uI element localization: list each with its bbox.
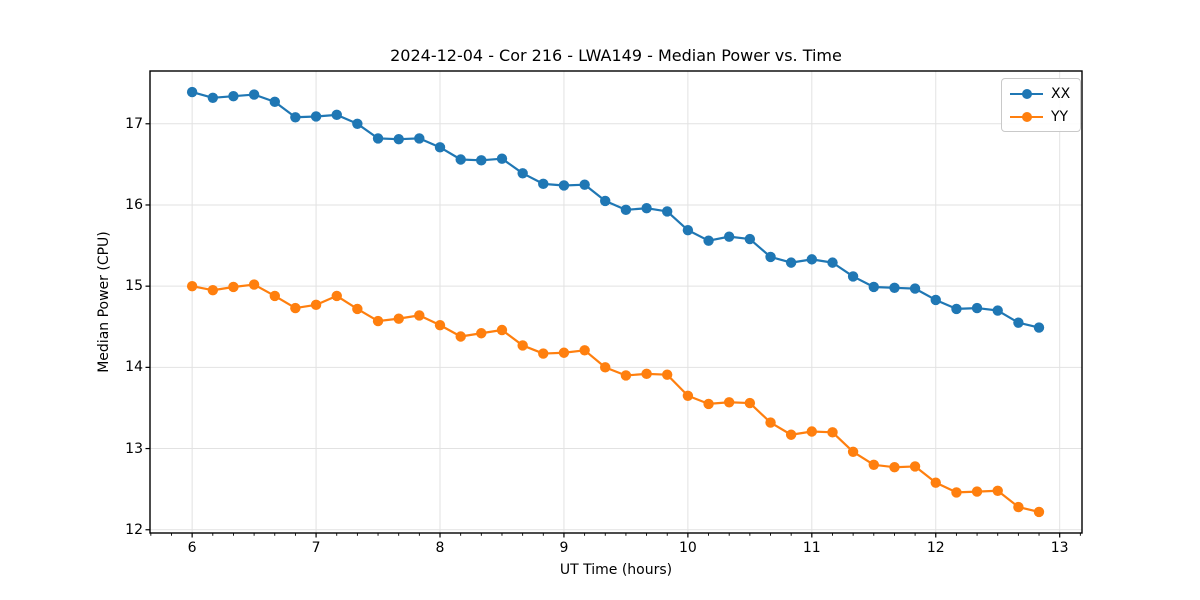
legend-marker-yy-icon bbox=[1010, 111, 1043, 122]
y-tick-label: 13 bbox=[125, 440, 143, 457]
x-tick-label: 8 bbox=[435, 540, 445, 556]
x-tick-label: 11 bbox=[802, 540, 821, 556]
x-axis-label: UT Time (hours) bbox=[559, 562, 673, 578]
x-tick-label: 12 bbox=[926, 540, 945, 556]
legend-marker-xx-icon bbox=[1010, 88, 1043, 99]
x-tick-label: 9 bbox=[559, 540, 569, 556]
x-tick-label: 6 bbox=[187, 540, 197, 556]
y-tick-label: 14 bbox=[125, 359, 143, 376]
legend: XX YY bbox=[1001, 78, 1082, 132]
y-tick-label: 16 bbox=[125, 196, 143, 213]
legend-item-xx: XX bbox=[1010, 83, 1070, 104]
legend-label-xx: XX bbox=[1051, 85, 1071, 102]
y-tick-label: 17 bbox=[125, 115, 143, 132]
y-tick-label: 12 bbox=[125, 521, 143, 538]
legend-item-yy: YY bbox=[1010, 106, 1070, 127]
x-tick-label: 10 bbox=[678, 540, 697, 556]
x-tick-label: 13 bbox=[1050, 540, 1069, 556]
legend-label-yy: YY bbox=[1051, 108, 1069, 125]
x-tick-label: 7 bbox=[311, 540, 321, 556]
chart-title: 2024-12-04 - Cor 216 - LWA149 - Median P… bbox=[390, 46, 842, 65]
y-axis-label: Median Power (CPU) bbox=[96, 231, 112, 373]
y-tick-label: 15 bbox=[125, 278, 143, 295]
